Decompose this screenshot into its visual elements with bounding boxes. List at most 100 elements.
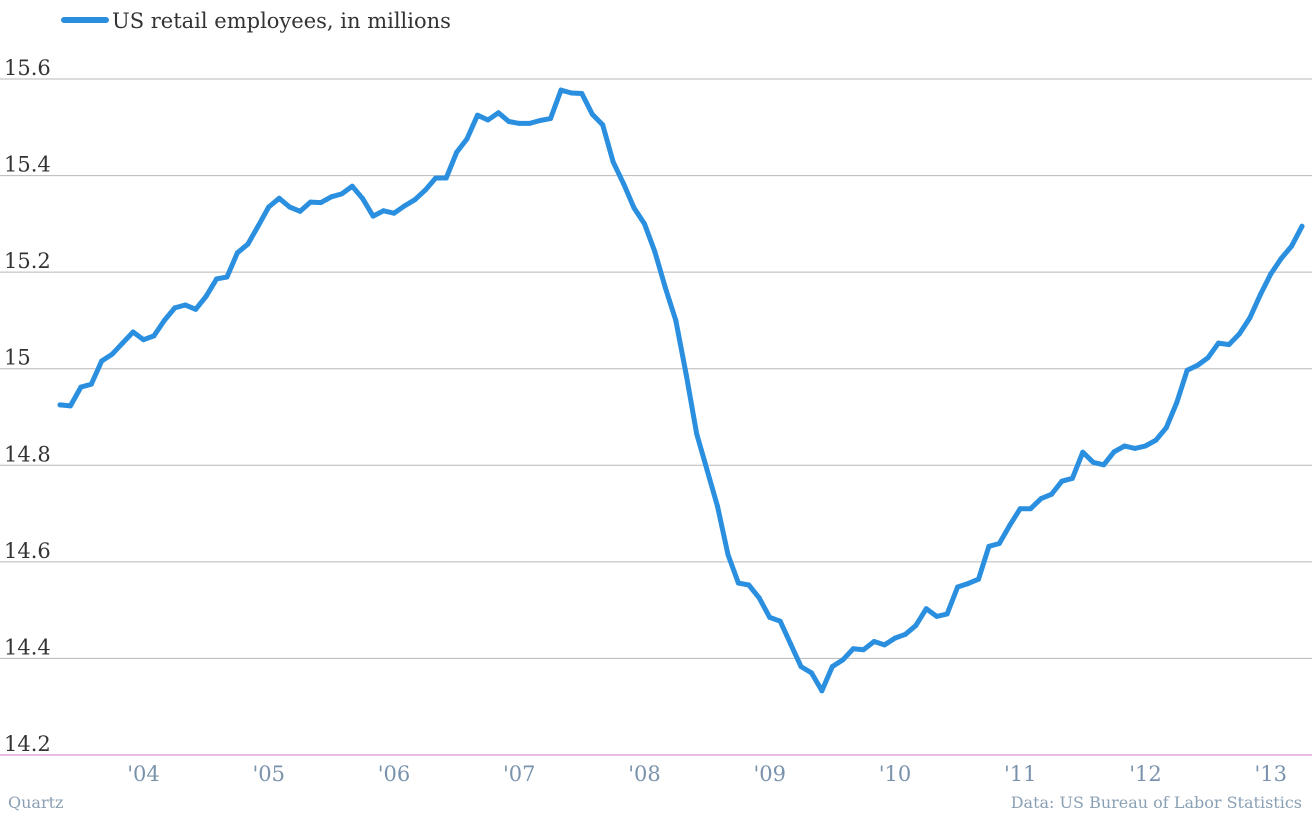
y-tick-label: 15.4 [4, 153, 51, 177]
series-layer [57, 87, 1305, 694]
data-point [255, 223, 261, 229]
data-point [850, 646, 856, 652]
x-tick-label: '07 [503, 762, 536, 786]
data-point [193, 306, 199, 312]
data-point [381, 208, 386, 214]
data-point [506, 119, 512, 124]
data-point [172, 305, 178, 311]
legend-label: US retail employees, in millions [112, 9, 451, 33]
gridlines [0, 78, 1312, 756]
data-point [662, 285, 668, 291]
data-point [882, 642, 887, 648]
data-point [996, 541, 1002, 546]
data-point [151, 333, 157, 339]
data-point [944, 611, 950, 617]
data-point [537, 118, 543, 123]
data-point [1163, 425, 1169, 431]
data-point [1069, 475, 1075, 481]
data-point [57, 402, 63, 408]
data-point [589, 111, 595, 117]
data-point [276, 195, 282, 201]
legend: US retail employees, in millions [61, 9, 451, 33]
data-point [475, 112, 480, 118]
data-point [297, 208, 303, 214]
data-point [1090, 459, 1096, 465]
data-point [1122, 443, 1128, 449]
x-tick-label: '10 [879, 762, 912, 786]
data-point [1236, 331, 1242, 337]
data-point [266, 204, 272, 210]
data-point [683, 372, 689, 377]
data-point [923, 606, 929, 612]
data-point [1132, 445, 1138, 451]
data-point [1080, 449, 1086, 455]
data-point [109, 351, 115, 357]
x-tick-label: '06 [378, 762, 411, 786]
data-point [1142, 443, 1148, 449]
data-point [840, 657, 846, 663]
data-point [1205, 355, 1211, 361]
data-point [1059, 478, 1065, 484]
x-tick-label: '09 [753, 762, 786, 786]
data-point [934, 613, 940, 619]
data-point [339, 191, 345, 197]
data-point [652, 249, 658, 255]
data-point [777, 618, 783, 624]
data-point [1101, 462, 1107, 468]
data-point [141, 337, 146, 343]
data-point [318, 200, 324, 206]
data-point [161, 317, 167, 323]
data-point [464, 136, 470, 142]
data-point [756, 595, 762, 601]
y-tick-label: 14.8 [4, 442, 51, 466]
x-tick-label: '05 [252, 762, 285, 786]
y-tick-label: 15 [4, 346, 31, 370]
data-point [433, 175, 439, 181]
data-point [725, 552, 731, 558]
y-axis: 14.2 14.4 14.6 14.8 15 15.2 15.4 15.6 [4, 56, 51, 756]
data-point [1017, 506, 1023, 512]
data-point [871, 639, 877, 644]
data-point [1111, 449, 1117, 455]
data-point [1216, 340, 1221, 346]
data-point [631, 205, 637, 211]
data-point [1299, 223, 1305, 229]
data-point [401, 203, 407, 209]
data-point [391, 210, 397, 216]
data-point [986, 543, 992, 549]
data-point [1247, 315, 1253, 321]
data-point [1049, 491, 1054, 497]
data-point [735, 580, 741, 586]
data-point [568, 90, 574, 96]
data-point [976, 576, 981, 582]
data-point [558, 87, 564, 93]
data-point [1184, 367, 1190, 373]
data-point [746, 582, 752, 588]
data-point [370, 213, 376, 219]
data-point [965, 581, 971, 587]
y-tick-label: 14.6 [4, 539, 51, 563]
data-point [809, 670, 814, 676]
data-point [579, 91, 585, 96]
data-point [485, 117, 491, 123]
data-point [798, 664, 804, 670]
x-tick-label: '11 [1004, 762, 1037, 786]
data-point [1257, 292, 1263, 298]
y-tick-label: 15.6 [4, 56, 51, 80]
data-point [788, 641, 794, 647]
data-point [360, 196, 366, 202]
y-tick-label: 14.2 [4, 732, 51, 756]
series-line [57, 87, 1305, 694]
data-point [1195, 362, 1201, 368]
data-point [892, 635, 898, 641]
data-point [642, 221, 647, 227]
data-point [120, 340, 126, 346]
data-point [214, 276, 220, 282]
data-point [516, 120, 522, 126]
data-point [955, 584, 961, 590]
data-point [610, 159, 616, 165]
data-point [704, 467, 710, 473]
data-point [67, 403, 73, 409]
data-point [829, 664, 835, 670]
